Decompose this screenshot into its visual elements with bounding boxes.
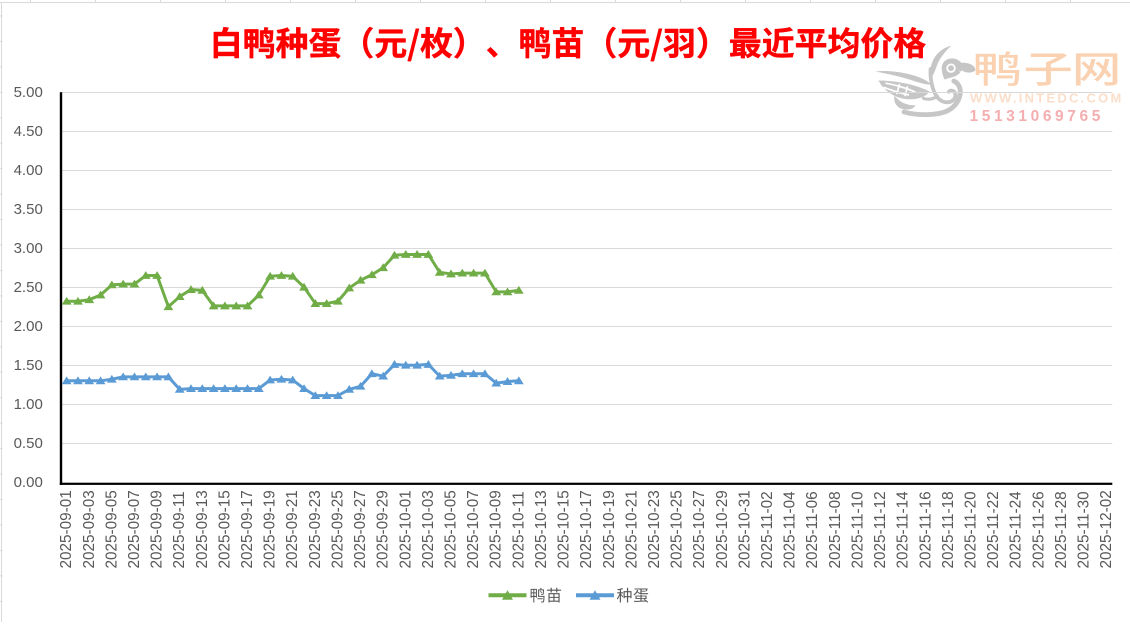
svg-text:2025-10-29: 2025-10-29	[714, 490, 731, 568]
svg-text:2025-10-17: 2025-10-17	[578, 490, 595, 568]
svg-text:2025-09-09: 2025-09-09	[149, 490, 166, 568]
svg-text:2.00: 2.00	[14, 318, 43, 335]
svg-text:2025-09-15: 2025-09-15	[216, 490, 233, 568]
svg-text:2025-09-29: 2025-09-29	[375, 490, 392, 568]
svg-text:2025-11-26: 2025-11-26	[1030, 491, 1047, 568]
svg-text:15131069765: 15131069765	[970, 108, 1104, 125]
svg-text:2025-10-15: 2025-10-15	[556, 490, 573, 568]
svg-text:2025-11-02: 2025-11-02	[759, 491, 776, 568]
svg-text:5.00: 5.00	[14, 84, 43, 101]
svg-text:2025-09-01: 2025-09-01	[58, 490, 75, 568]
svg-text:2025-09-27: 2025-09-27	[352, 490, 369, 568]
svg-text:2025-11-12: 2025-11-12	[872, 491, 889, 568]
svg-text:3.50: 3.50	[14, 201, 43, 218]
svg-text:2025-11-18: 2025-11-18	[940, 491, 957, 568]
svg-text:0.50: 0.50	[14, 435, 43, 452]
svg-text:2025-11-16: 2025-11-16	[917, 491, 934, 568]
svg-text:2025-11-06: 2025-11-06	[804, 491, 821, 568]
svg-text:2025-09-05: 2025-09-05	[103, 490, 120, 568]
svg-text:2025-09-19: 2025-09-19	[262, 490, 279, 568]
svg-text:4.50: 4.50	[14, 123, 43, 140]
svg-text:2025-11-04: 2025-11-04	[782, 491, 799, 569]
svg-text:2025-09-11: 2025-09-11	[171, 491, 188, 568]
svg-text:1.50: 1.50	[14, 357, 43, 374]
svg-text:2025-12-02: 2025-12-02	[1098, 490, 1115, 568]
svg-text:2025-09-13: 2025-09-13	[194, 490, 211, 568]
svg-text:2025-09-07: 2025-09-07	[126, 490, 143, 568]
svg-text:2025-10-19: 2025-10-19	[601, 490, 618, 568]
svg-text:2025-10-05: 2025-10-05	[443, 490, 460, 568]
svg-text:2025-11-20: 2025-11-20	[963, 491, 980, 568]
svg-text:1.00: 1.00	[14, 396, 43, 413]
svg-text:2025-10-11: 2025-10-11	[510, 491, 527, 568]
svg-text:2025-10-01: 2025-10-01	[397, 490, 414, 568]
svg-text:2025-10-31: 2025-10-31	[736, 490, 753, 568]
svg-text:2.50: 2.50	[14, 279, 43, 296]
svg-text:2025-10-21: 2025-10-21	[623, 490, 640, 568]
svg-text:2025-10-13: 2025-10-13	[533, 490, 550, 568]
svg-text:2025-11-28: 2025-11-28	[1053, 491, 1070, 568]
svg-text:WWW.INTEDC.COM: WWW.INTEDC.COM	[970, 91, 1124, 106]
svg-text:2025-11-30: 2025-11-30	[1076, 491, 1093, 568]
svg-text:2025-11-08: 2025-11-08	[827, 491, 844, 568]
svg-text:2025-10-23: 2025-10-23	[646, 490, 663, 568]
svg-text:2025-09-25: 2025-09-25	[329, 490, 346, 568]
svg-text:2025-11-22: 2025-11-22	[985, 491, 1002, 568]
svg-text:2025-10-25: 2025-10-25	[669, 490, 686, 568]
svg-text:2025-10-27: 2025-10-27	[691, 490, 708, 568]
svg-text:4.00: 4.00	[14, 162, 43, 179]
svg-text:2025-11-10: 2025-11-10	[849, 491, 866, 568]
svg-text:2025-09-21: 2025-09-21	[284, 490, 301, 568]
svg-text:3.00: 3.00	[14, 240, 43, 257]
svg-text:0.00: 0.00	[14, 474, 43, 491]
svg-text:2025-10-07: 2025-10-07	[465, 490, 482, 568]
svg-text:2025-10-03: 2025-10-03	[420, 490, 437, 568]
svg-text:2025-09-03: 2025-09-03	[81, 490, 98, 568]
svg-text:2025-11-14: 2025-11-14	[895, 491, 912, 569]
svg-text:2025-09-17: 2025-09-17	[239, 490, 256, 568]
svg-text:2025-09-23: 2025-09-23	[307, 490, 324, 568]
svg-text:2025-10-09: 2025-10-09	[488, 490, 505, 568]
svg-text:2025-11-24: 2025-11-24	[1008, 491, 1025, 569]
